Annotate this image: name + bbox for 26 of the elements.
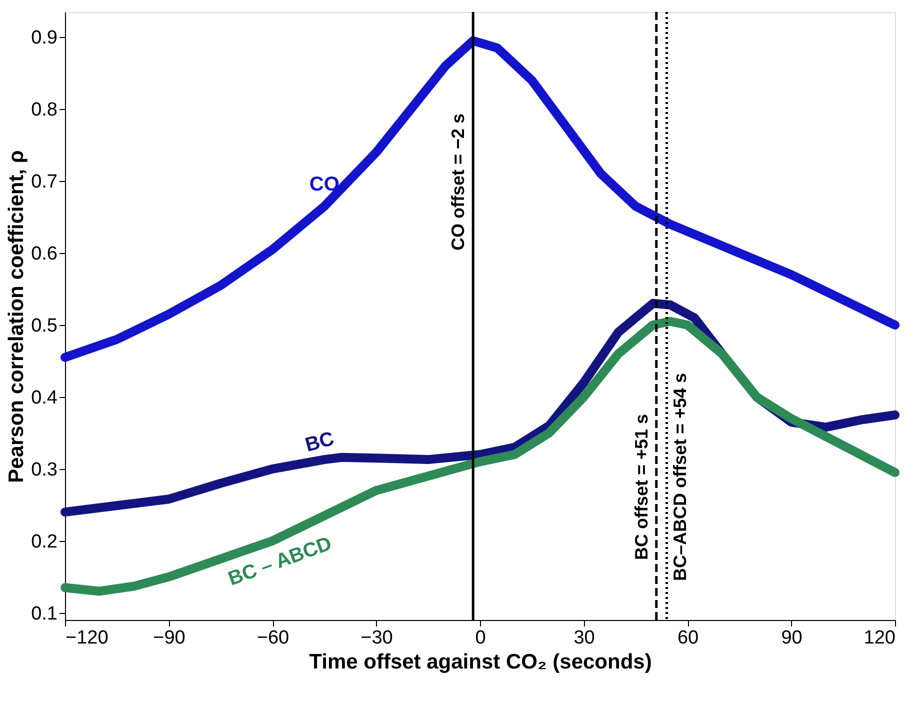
x-tick-label: 120 <box>864 628 896 648</box>
series-label: CO <box>309 173 340 196</box>
x-tick-label: 60 <box>677 628 699 648</box>
x-axis-title: Time offset against CO₂ (seconds) <box>309 650 652 674</box>
x-tick-label: −120 <box>66 628 108 648</box>
y-tick-label: 0.7 <box>31 172 58 193</box>
x-tick-label: 30 <box>574 628 595 648</box>
x-tick-label: 0 <box>475 628 486 648</box>
text: BC <box>302 428 337 457</box>
x-tick-label: −90 <box>153 628 186 648</box>
ref-line-label: BC–ABCD offset = +54 s <box>670 372 690 582</box>
y-tick-label: 0.8 <box>31 100 58 121</box>
y-tick-label: 0.6 <box>31 244 58 265</box>
x-tick-label: 90 <box>781 628 802 648</box>
ref-line-label: CO offset = −2 s <box>448 113 468 251</box>
y-axis-title: Pearson correlation coefficient, ρ <box>5 150 28 483</box>
y-tick-label: 0.4 <box>31 387 58 408</box>
ref-line-label: BC offset = +51 s <box>631 414 652 560</box>
y-tick-label: 0.2 <box>31 531 58 552</box>
y-tick-label: 0.5 <box>31 315 58 336</box>
text: BC – ABCD <box>225 532 335 590</box>
y-tick-label: 0.3 <box>31 459 58 480</box>
y-tick-label: 0.9 <box>31 28 58 49</box>
x-tick-label: −60 <box>256 628 290 648</box>
y-tick-label: 0.1 <box>31 603 58 624</box>
x-tick-label: −30 <box>360 628 393 648</box>
